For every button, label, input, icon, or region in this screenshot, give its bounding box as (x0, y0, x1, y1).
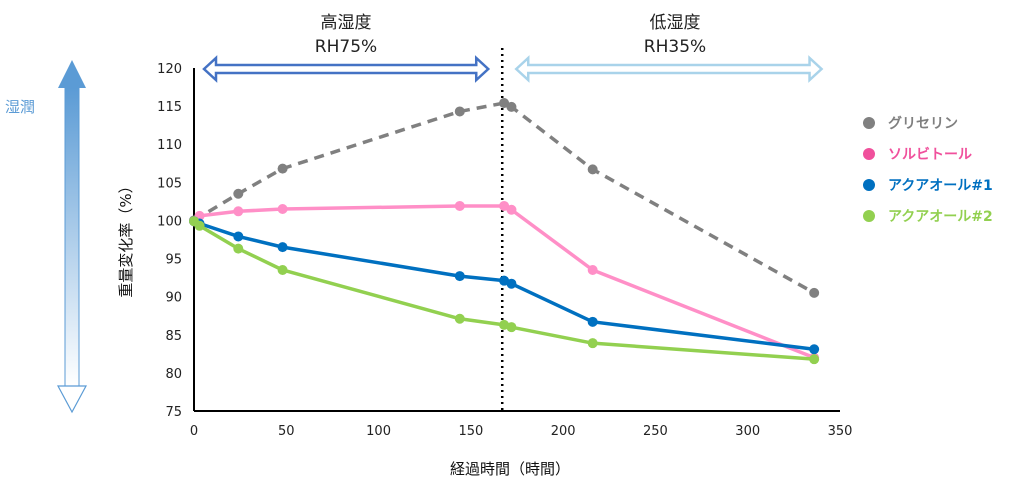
y-tick-label: 80 (165, 367, 182, 382)
data-point (587, 264, 598, 275)
data-point (809, 287, 820, 298)
region-arrow-low (514, 55, 824, 83)
legend-label: ソルビトール (888, 147, 972, 163)
region-low-title: 低湿度 (650, 13, 701, 33)
y-tick-label: 75 (165, 405, 182, 420)
data-point (506, 278, 517, 289)
data-point (506, 322, 517, 333)
x-tick-label: 300 (735, 424, 760, 439)
data-point (277, 163, 288, 174)
data-point (454, 271, 465, 282)
y-tick-label: 95 (165, 253, 182, 268)
moisture-arrow (56, 60, 88, 414)
data-point (809, 344, 820, 355)
y-tick-label: 110 (157, 138, 182, 153)
region-arrows (202, 55, 824, 83)
x-tick-labels: 0 50 100 150 200 250 300 350 (190, 424, 853, 439)
region-arrow-high (202, 55, 491, 83)
series-layer (189, 98, 820, 365)
legend-label: アクアオール#2 (888, 209, 993, 225)
legend-label: アクアオール#1 (888, 178, 993, 194)
data-point (499, 200, 510, 211)
data-point (506, 204, 517, 215)
data-point (233, 243, 244, 254)
data-point (499, 98, 510, 109)
x-tick-label: 200 (551, 424, 576, 439)
data-point (809, 354, 820, 365)
data-point (233, 206, 244, 217)
series-line (193, 101, 816, 295)
moisture-arrow-shaft (64, 87, 80, 387)
x-tick-label: 150 (458, 424, 483, 439)
legend-marker (863, 179, 875, 191)
region-low-subtitle: RH35% (644, 37, 706, 57)
data-point (233, 231, 244, 242)
y-tick-labels: 75 80 85 90 95 100 105 110 115 120 (157, 62, 182, 420)
data-point (233, 188, 244, 199)
moisture-arrow-up-head (58, 60, 86, 88)
x-tick-label: 0 (190, 424, 198, 439)
y-tick-label: 120 (157, 62, 182, 77)
side-label-moist: 湿潤 (5, 98, 35, 116)
legend-marker (863, 117, 875, 129)
data-point (506, 101, 517, 112)
moisture-arrow-down-head (56, 385, 88, 414)
series-2 (189, 216, 820, 355)
x-tick-label: 350 (828, 424, 853, 439)
y-axis-title: 重量変化率（%） (117, 178, 135, 297)
data-point (194, 220, 205, 231)
y-tick-label: 115 (157, 100, 182, 115)
data-point (277, 264, 288, 275)
data-point (454, 200, 465, 211)
data-point (454, 313, 465, 324)
region-high-subtitle: RH75% (315, 37, 377, 57)
data-point (277, 242, 288, 253)
y-tick-label: 85 (165, 329, 182, 344)
data-point (587, 164, 598, 175)
series-1 (189, 200, 820, 363)
series-3 (189, 216, 820, 365)
y-tick-label: 90 (165, 291, 182, 306)
y-tick-label: 100 (157, 214, 182, 229)
region-high-title: 高湿度 (321, 13, 372, 33)
legend-label: グリセリン (888, 115, 958, 132)
x-axis-title: 経過時間（時間） (450, 460, 570, 478)
data-point (587, 338, 598, 349)
legend-marker (863, 148, 875, 160)
data-point (587, 316, 598, 327)
data-point (454, 106, 465, 117)
x-tick-label: 100 (366, 424, 391, 439)
x-tick-label: 250 (643, 424, 668, 439)
legend-marker (863, 210, 875, 222)
y-tick-label: 105 (157, 176, 182, 191)
data-point (277, 204, 288, 215)
x-tick-label: 50 (278, 424, 295, 439)
